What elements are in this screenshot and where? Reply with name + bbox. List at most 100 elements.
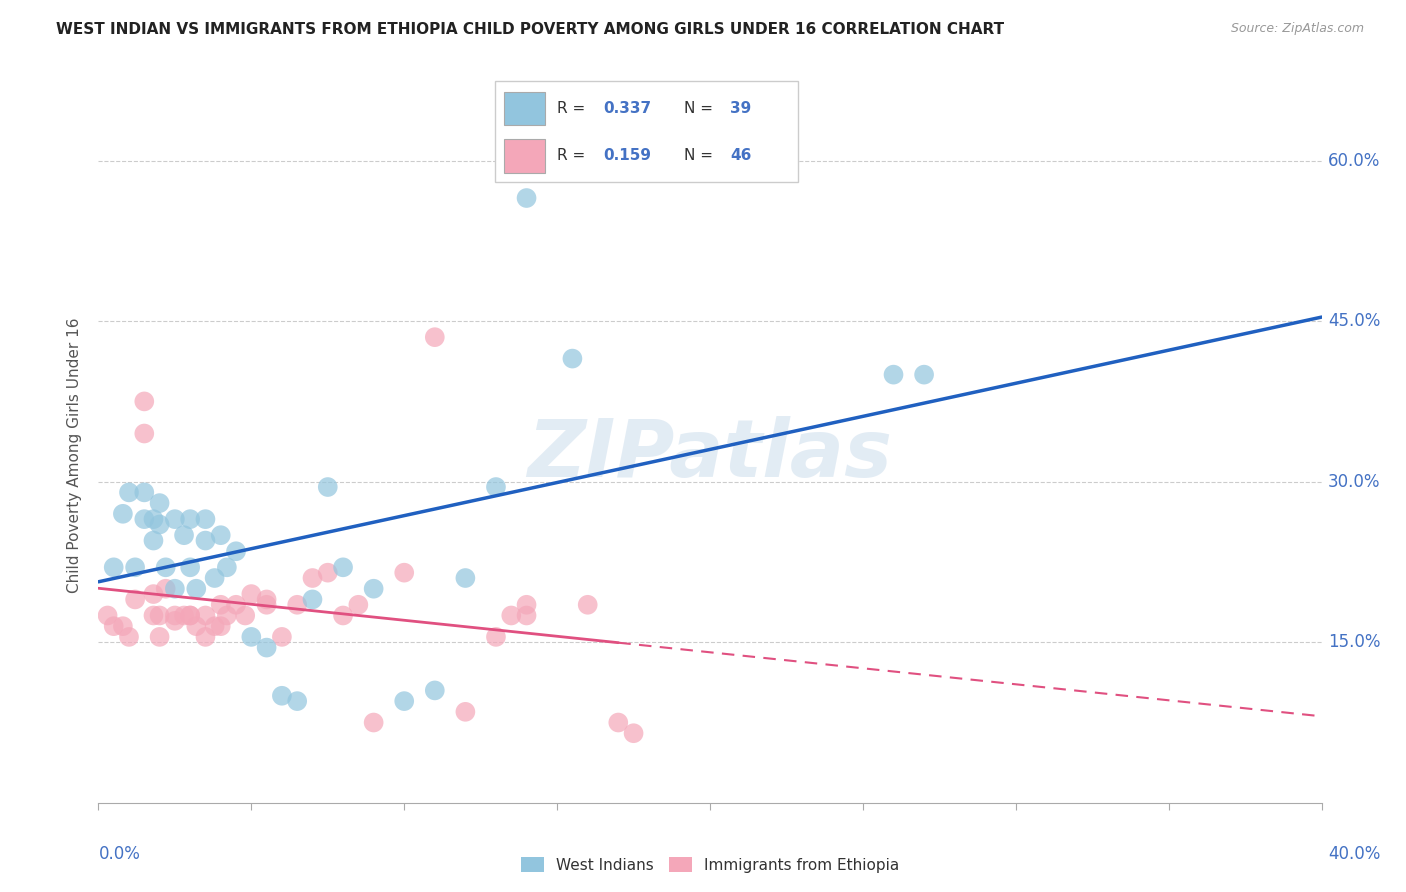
Point [204,619,226,633]
Point [240,630,263,644]
Point [233,608,256,623]
Point [103,619,125,633]
Point [301,571,323,585]
Point [347,598,370,612]
Point [124,592,146,607]
Point [134,426,156,441]
Point [97,608,120,623]
Point [124,560,146,574]
Point [149,630,172,644]
Point [155,582,177,596]
Point [516,191,538,205]
Point [142,587,165,601]
Point [179,608,201,623]
Point [240,587,263,601]
Point [149,608,172,623]
Point [256,592,278,607]
Text: 15.0%: 15.0% [1327,633,1381,651]
Point [883,368,905,382]
Point [194,630,217,644]
Point [363,715,385,730]
Text: 46: 46 [730,148,752,162]
Point [561,351,583,366]
Point [516,608,538,623]
Point [423,683,446,698]
Point [225,598,247,612]
Text: 0.0%: 0.0% [98,845,141,863]
Point [142,608,165,623]
Point [332,608,354,623]
Point [270,630,292,644]
Point [194,533,217,548]
Point [485,630,508,644]
Point [454,705,477,719]
Point [134,394,156,409]
Point [134,512,156,526]
Y-axis label: Child Poverty Among Girls Under 16: Child Poverty Among Girls Under 16 [67,318,83,592]
Text: N =: N = [683,148,717,162]
Point [332,560,354,574]
Point [194,512,217,526]
Text: N =: N = [683,101,717,116]
Text: 0.337: 0.337 [603,101,651,116]
Point [256,598,278,612]
Point [111,619,134,633]
Text: R =: R = [557,148,591,162]
Point [163,582,186,596]
Point [485,480,508,494]
Point [149,496,172,510]
Point [173,608,195,623]
Point [149,517,172,532]
Point [163,614,186,628]
Point [118,630,141,644]
Point [392,566,416,580]
Point [623,726,645,740]
Point [179,512,201,526]
Point [285,694,308,708]
Point [186,619,208,633]
Point [301,592,323,607]
Point [118,485,141,500]
Point [103,560,125,574]
Point [215,608,238,623]
Point [607,715,630,730]
Point [285,598,308,612]
Text: WEST INDIAN VS IMMIGRANTS FROM ETHIOPIA CHILD POVERTY AMONG GIRLS UNDER 16 CORRE: WEST INDIAN VS IMMIGRANTS FROM ETHIOPIA … [56,22,1004,37]
Text: ZIPatlas: ZIPatlas [527,416,893,494]
Point [163,608,186,623]
Point [173,528,195,542]
Point [209,619,232,633]
Bar [505,139,544,173]
Point [186,582,208,596]
Text: Source: ZipAtlas.com: Source: ZipAtlas.com [1230,22,1364,36]
Point [516,598,538,612]
Point [454,571,477,585]
Point [209,598,232,612]
Point [142,533,165,548]
Point [111,507,134,521]
Text: 0.159: 0.159 [603,148,651,162]
Text: 39: 39 [730,101,752,116]
Point [256,640,278,655]
FancyBboxPatch shape [495,81,799,182]
Point [270,689,292,703]
Text: 45.0%: 45.0% [1327,312,1381,330]
Point [316,566,339,580]
Text: 40.0%: 40.0% [1327,845,1381,863]
Point [194,608,217,623]
Point [163,512,186,526]
Point [363,582,385,596]
Point [392,694,416,708]
Point [215,560,238,574]
Legend: West Indians, Immigrants from Ethiopia: West Indians, Immigrants from Ethiopia [515,850,905,879]
Text: 60.0%: 60.0% [1327,152,1381,169]
Point [155,560,177,574]
Point [209,528,232,542]
Point [134,485,156,500]
Text: 30.0%: 30.0% [1327,473,1381,491]
Point [142,512,165,526]
Point [501,608,523,623]
Point [423,330,446,344]
Bar [505,92,544,126]
Point [179,608,201,623]
